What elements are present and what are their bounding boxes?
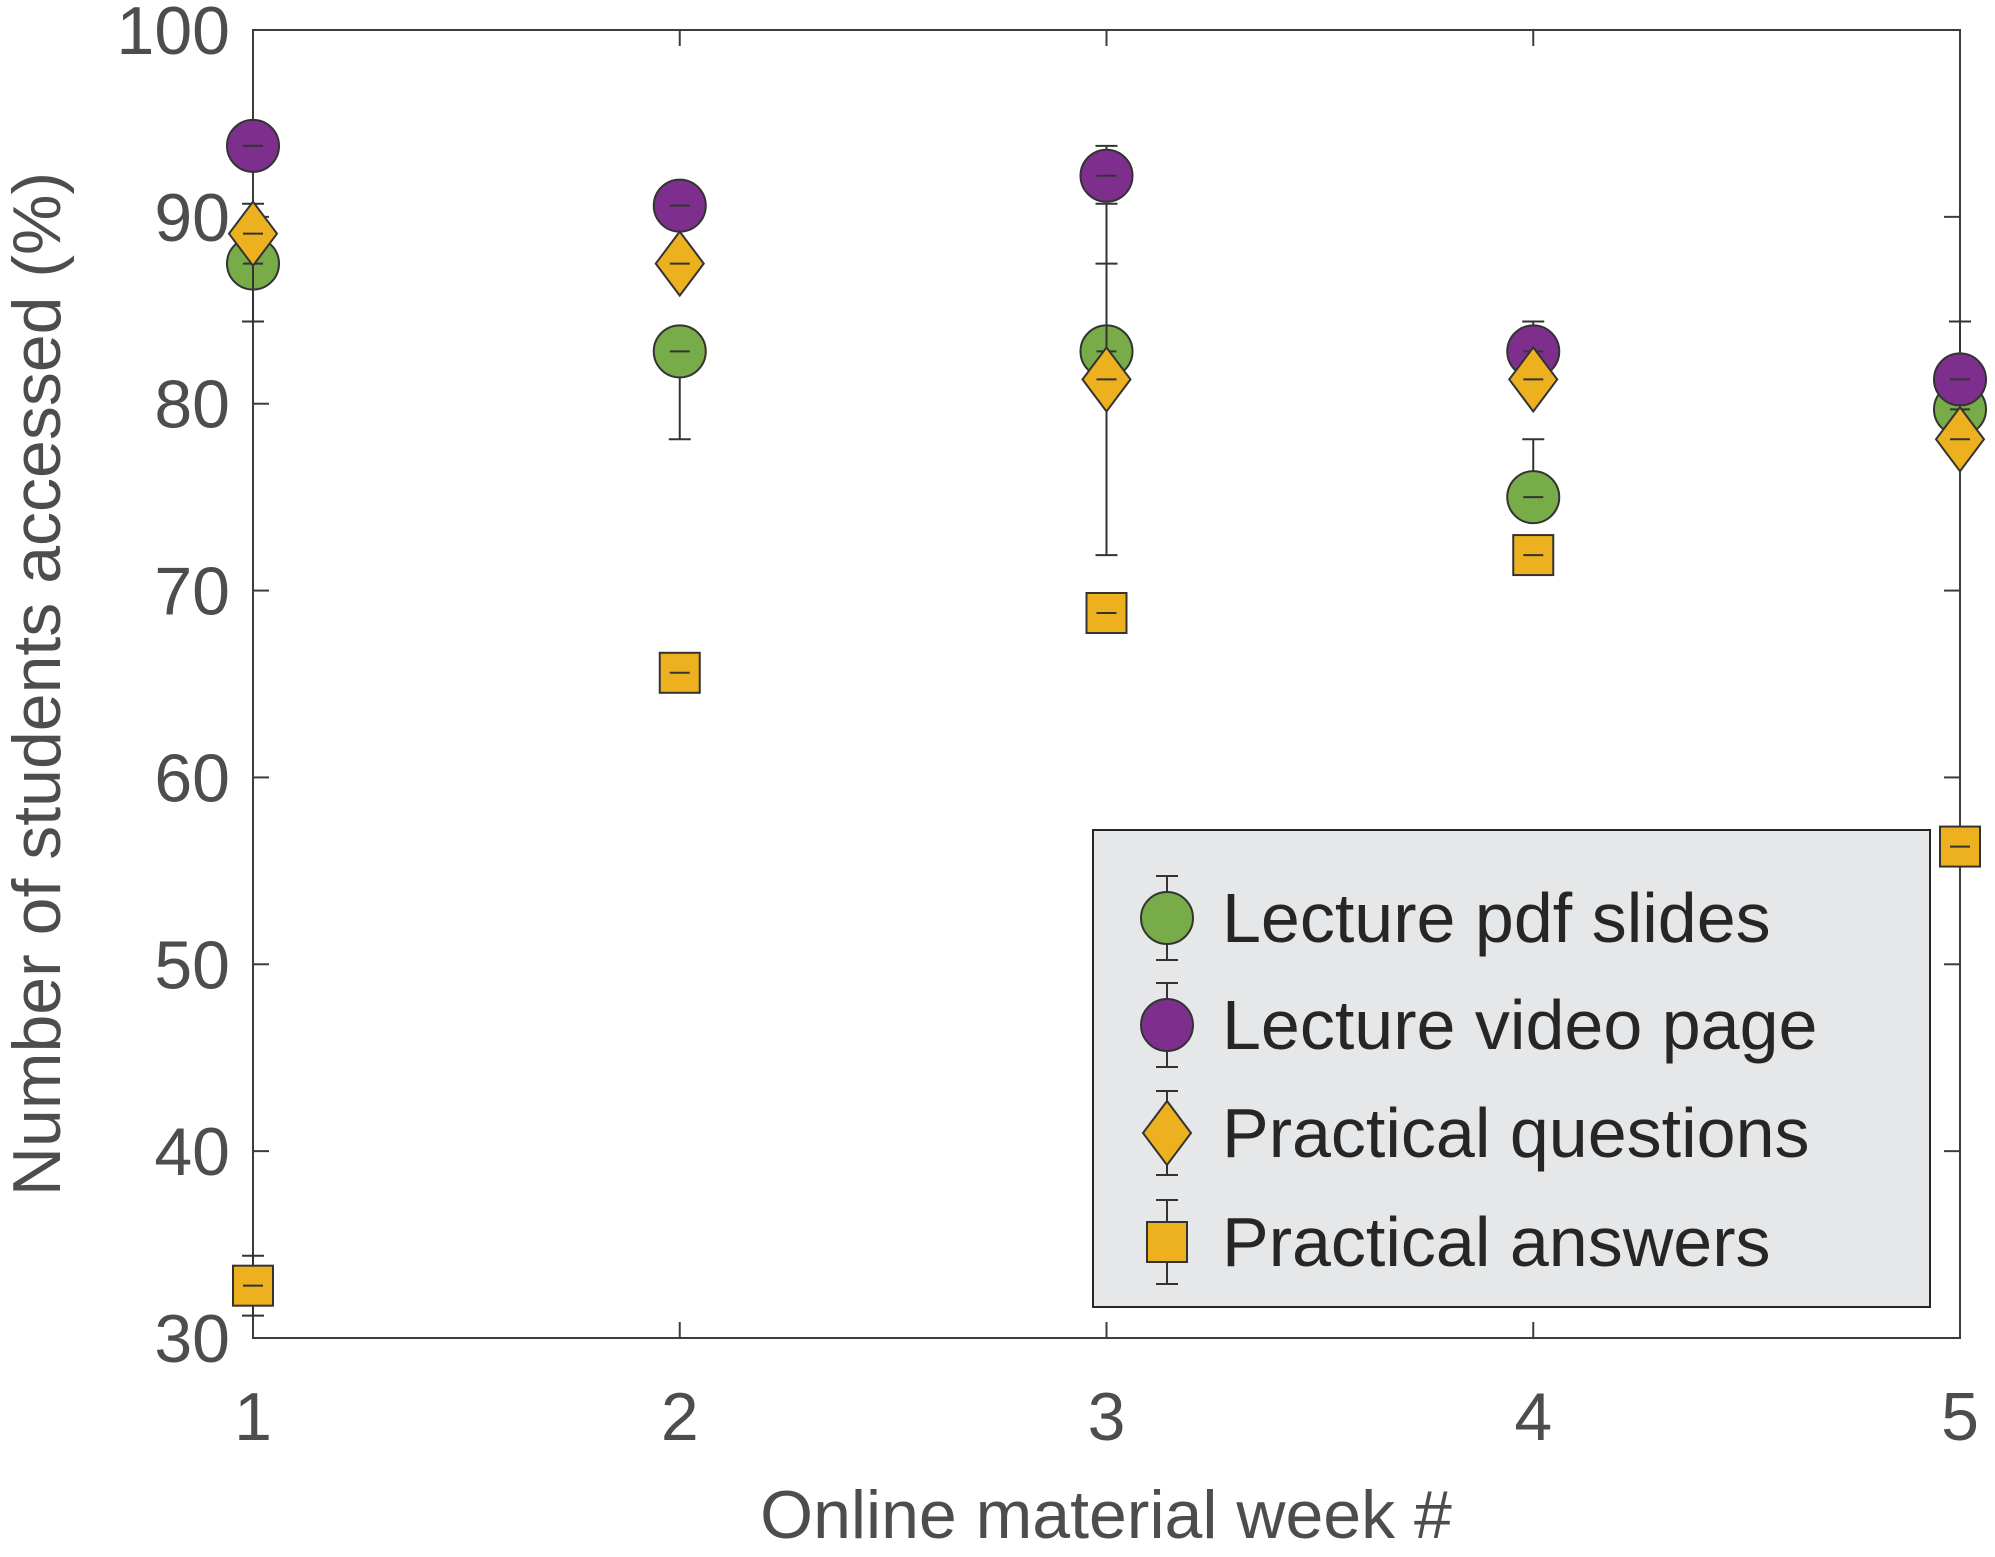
legend-box — [1092, 829, 1931, 1308]
legend-marker — [1140, 998, 1194, 1052]
legend-item: Practical questions — [1141, 1090, 1810, 1176]
x-tick-label: 2 — [661, 1379, 699, 1455]
legend-label: Lecture video page — [1222, 986, 1817, 1064]
legend-item: Practical answers — [1146, 1199, 1771, 1285]
legend-marker — [1146, 1221, 1188, 1263]
series-practical-answers — [232, 534, 1981, 1317]
x-tick-label: 5 — [1941, 1379, 1979, 1455]
legend-marker — [1140, 891, 1194, 945]
y-tick-label: 50 — [154, 927, 230, 1003]
x-tick-label: 1 — [234, 1379, 272, 1455]
y-tick-label: 40 — [154, 1114, 230, 1190]
axis-ticks — [252, 29, 1961, 1339]
series-practical-questions — [227, 200, 1986, 473]
x-tick-label: 3 — [1088, 1379, 1126, 1455]
series-lecture-video-page — [226, 118, 1987, 407]
y-tick-label: 90 — [154, 180, 230, 256]
legend-items: Lecture pdf slides Lecture video page Prac… — [1140, 875, 1817, 1285]
y-tick-label: 80 — [154, 367, 230, 443]
y-tick-label: 60 — [154, 740, 230, 816]
x-tick-label: 4 — [1514, 1379, 1552, 1455]
y-axis-title: Number of students accessed (%) — [0, 172, 75, 1196]
legend-label: Practical answers — [1222, 1203, 1771, 1281]
axis-tick-labels: 1 2 3 4 5 30 40 50 60 70 80 90 100 — [117, 0, 1979, 1455]
legend-label: Lecture pdf slides — [1222, 879, 1771, 957]
y-tick-label: 30 — [154, 1301, 230, 1377]
y-tick-label: 70 — [154, 554, 230, 630]
x-axis-title: Online material week # — [760, 1477, 1452, 1552]
legend: Lecture pdf slides Lecture video page Prac… — [1092, 829, 1931, 1308]
legend-marker — [1141, 1099, 1193, 1167]
y-tick-label: 100 — [117, 0, 230, 69]
legend-item: Lecture pdf slides — [1140, 875, 1771, 961]
legend-label: Practical questions — [1222, 1094, 1810, 1172]
series-layer — [226, 118, 1987, 1317]
legend-item: Lecture video page — [1140, 982, 1817, 1068]
